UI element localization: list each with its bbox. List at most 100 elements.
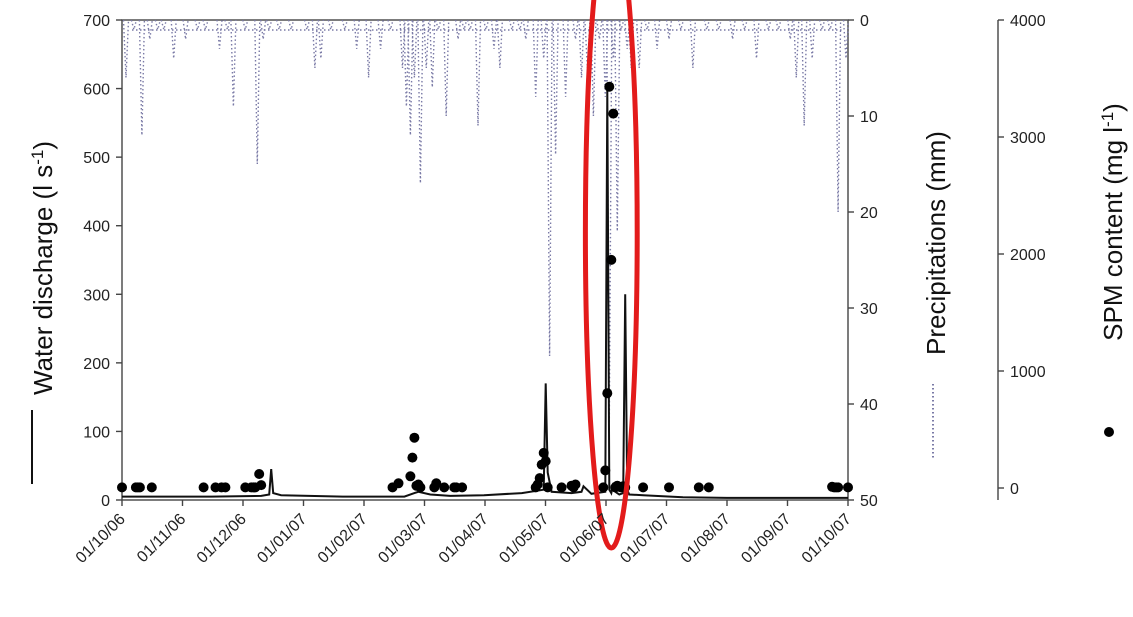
legend-spm-marker xyxy=(1104,427,1114,437)
right-axis-title-main: SPM content (mg l xyxy=(1098,127,1128,341)
precipitation-spike xyxy=(562,19,569,97)
precipitation-spike xyxy=(540,19,547,59)
left-axis-tick-label: 400 xyxy=(83,219,110,236)
precipitation-spike xyxy=(801,19,808,126)
precipitation-spike xyxy=(765,19,772,33)
precipitation-spike xyxy=(602,19,609,97)
x-axis-tick-label: 01/11/06 xyxy=(134,511,189,566)
precipitation-spike xyxy=(443,19,450,117)
x-axis-tick-label: 01/02/07 xyxy=(315,511,371,567)
precipitation-spike xyxy=(260,19,267,40)
spm-point xyxy=(833,482,844,493)
precipitation-spike xyxy=(377,19,384,49)
precipitation-spike xyxy=(818,19,826,33)
left-axis-tick-label: 600 xyxy=(83,82,110,99)
spm-point xyxy=(534,473,545,484)
x-axis-tick-label: 01/01/07 xyxy=(254,511,310,567)
spm-point xyxy=(540,456,551,467)
precipitation-spike xyxy=(202,19,209,33)
precipitation-spike xyxy=(552,19,559,155)
precipitation-spike xyxy=(429,19,436,88)
spm-point xyxy=(556,482,567,493)
right-axis-tick-label: 0 xyxy=(1010,481,1019,498)
precipitation-spike xyxy=(653,19,661,49)
right-axis-tick-label: 4000 xyxy=(1010,13,1046,30)
precipitation-spike xyxy=(532,19,539,97)
spm-series xyxy=(117,81,853,493)
spm-point xyxy=(415,482,426,493)
precipitation-spike xyxy=(327,19,334,33)
precipitation-spike xyxy=(341,19,348,33)
precipitation-spike xyxy=(146,19,153,40)
precipitation-spike xyxy=(596,19,603,40)
precipitation-spike xyxy=(311,19,319,69)
middle-axis-tick-label: 20 xyxy=(860,205,878,222)
spm-point xyxy=(606,254,617,265)
precipitation-spike xyxy=(387,19,394,33)
precipitation-spike xyxy=(454,19,462,40)
precipitation-spike xyxy=(154,19,161,33)
middle-axis-tick-label: 10 xyxy=(860,109,878,126)
x-axis-tick-label: 01/10/06 xyxy=(73,511,129,567)
precipitation-spike xyxy=(572,19,579,40)
precipitation-spike xyxy=(703,19,710,33)
spm-point xyxy=(598,482,609,493)
precipitation-spike xyxy=(122,19,130,78)
spm-point xyxy=(693,482,704,493)
precipitation-spike xyxy=(665,19,673,40)
middle-axis-title: Precipitations (mm) xyxy=(921,131,951,355)
spm-point xyxy=(405,471,416,482)
left-axis-tick-label: 0 xyxy=(101,493,110,510)
left-axis-title-main: Water discharge (l s xyxy=(28,165,58,395)
precipitation-spike xyxy=(496,19,504,69)
precipitation-series xyxy=(122,19,850,424)
spm-point xyxy=(703,482,714,493)
precipitation-spike xyxy=(287,19,295,33)
precipitation-spike xyxy=(787,19,794,40)
spm-point xyxy=(638,482,649,493)
x-axis-tick-label: 01/05/07 xyxy=(496,511,552,567)
precipitation-spike xyxy=(618,19,625,33)
precipitation-spike xyxy=(636,19,643,69)
precipitation-spike xyxy=(809,19,816,59)
right-axis-title-sup: -1 xyxy=(1098,112,1117,127)
legend-symbols xyxy=(31,384,1114,484)
precipitation-spike xyxy=(230,19,237,107)
precipitation-spike xyxy=(834,19,842,213)
highlight-ellipse xyxy=(582,0,640,551)
precipitation-spike xyxy=(182,19,189,40)
precipitation-spike xyxy=(482,19,490,33)
left-axis-tick-label: 500 xyxy=(83,150,110,167)
x-axis-tick-label: 01/04/07 xyxy=(436,511,492,567)
x-axis-tick-label: 01/12/06 xyxy=(194,511,250,567)
precipitation-spike xyxy=(677,19,685,33)
spm-point xyxy=(600,465,611,476)
discharge-line xyxy=(122,88,848,499)
precipitation-spike xyxy=(417,19,424,184)
precipitation-spike xyxy=(160,19,167,33)
left-axis-tick-label: 200 xyxy=(83,356,110,373)
precipitation-spike xyxy=(842,19,850,59)
left-axis-tick-label: 300 xyxy=(83,287,110,304)
precipitation-spike xyxy=(689,19,697,69)
left-axis-title: Water discharge (l s-1) xyxy=(28,141,59,395)
spm-point xyxy=(542,482,553,493)
precipitation-spike xyxy=(474,19,482,126)
right-axis-tick-label: 2000 xyxy=(1010,247,1046,264)
spm-point xyxy=(407,452,418,463)
left-axis-title-sup: -1 xyxy=(28,150,47,165)
spm-point xyxy=(220,482,231,493)
x-axis-tick-label: 01/09/07 xyxy=(738,511,794,567)
precipitation-spike xyxy=(741,19,748,33)
precipitation-spike xyxy=(254,19,261,165)
right-axis-title-end: ) xyxy=(1098,103,1128,112)
precipitation-spike xyxy=(130,19,138,33)
spm-point xyxy=(254,469,265,479)
spm-point xyxy=(664,482,674,493)
discharge-series xyxy=(122,88,848,499)
precipitation-spike xyxy=(508,19,516,33)
precipitation-spike xyxy=(317,19,325,59)
middle-axis-tick-label: 0 xyxy=(860,13,869,30)
spm-point xyxy=(602,388,613,399)
